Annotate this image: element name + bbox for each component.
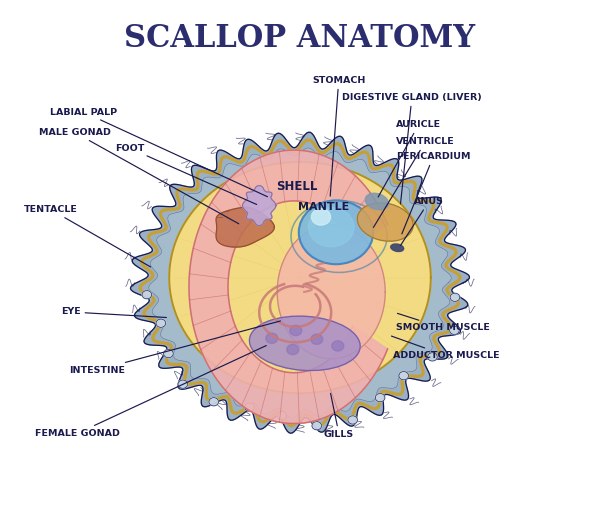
Polygon shape: [149, 148, 451, 417]
Text: STOMACH: STOMACH: [312, 76, 365, 196]
Circle shape: [209, 398, 218, 406]
Ellipse shape: [391, 244, 404, 251]
Ellipse shape: [365, 193, 388, 210]
Circle shape: [290, 325, 302, 336]
Text: SMOOTH MUSCLE: SMOOTH MUSCLE: [396, 314, 490, 333]
Polygon shape: [216, 207, 274, 247]
Circle shape: [399, 372, 409, 380]
Circle shape: [449, 326, 459, 335]
Text: SHELL: SHELL: [277, 179, 317, 193]
Polygon shape: [169, 162, 431, 393]
Text: INTESTINE: INTESTINE: [69, 321, 281, 375]
Circle shape: [312, 421, 322, 430]
Text: TENTACLE: TENTACLE: [24, 205, 151, 267]
Circle shape: [299, 200, 373, 264]
Text: MANTLE: MANTLE: [298, 201, 350, 212]
Circle shape: [311, 209, 331, 225]
Polygon shape: [242, 186, 276, 226]
Text: GILLS: GILLS: [324, 393, 354, 439]
Text: LABIAL PALP: LABIAL PALP: [50, 107, 268, 197]
Circle shape: [348, 416, 358, 424]
Circle shape: [311, 334, 323, 344]
Circle shape: [156, 319, 166, 327]
Circle shape: [164, 350, 173, 358]
Polygon shape: [189, 150, 388, 424]
Text: FOOT: FOOT: [115, 143, 257, 205]
Text: MALE GONAD: MALE GONAD: [39, 128, 239, 224]
Circle shape: [428, 353, 437, 361]
Ellipse shape: [250, 316, 360, 371]
Circle shape: [142, 290, 152, 299]
Text: SCALLOP ANATOMY: SCALLOP ANATOMY: [124, 23, 476, 54]
Circle shape: [450, 293, 460, 301]
Circle shape: [376, 394, 385, 402]
Circle shape: [277, 411, 287, 419]
Text: FEMALE GONAD: FEMALE GONAD: [35, 345, 266, 438]
Polygon shape: [277, 225, 385, 359]
Text: ANUS: ANUS: [401, 197, 444, 245]
Circle shape: [308, 208, 354, 247]
Text: ADDUCTOR MUSCLE: ADDUCTOR MUSCLE: [391, 336, 500, 360]
Circle shape: [332, 341, 344, 351]
Text: AURICLE: AURICLE: [378, 120, 441, 197]
Text: PERICARDIUM: PERICARDIUM: [396, 152, 470, 234]
Circle shape: [245, 403, 254, 411]
Text: EYE: EYE: [61, 307, 166, 318]
Text: DIGESTIVE GLAND (LIVER): DIGESTIVE GLAND (LIVER): [342, 93, 482, 204]
Text: VENTRICLE: VENTRICLE: [373, 137, 455, 227]
Circle shape: [178, 380, 188, 388]
Polygon shape: [130, 132, 469, 433]
Circle shape: [266, 333, 278, 343]
Circle shape: [287, 344, 299, 355]
Ellipse shape: [357, 203, 413, 241]
